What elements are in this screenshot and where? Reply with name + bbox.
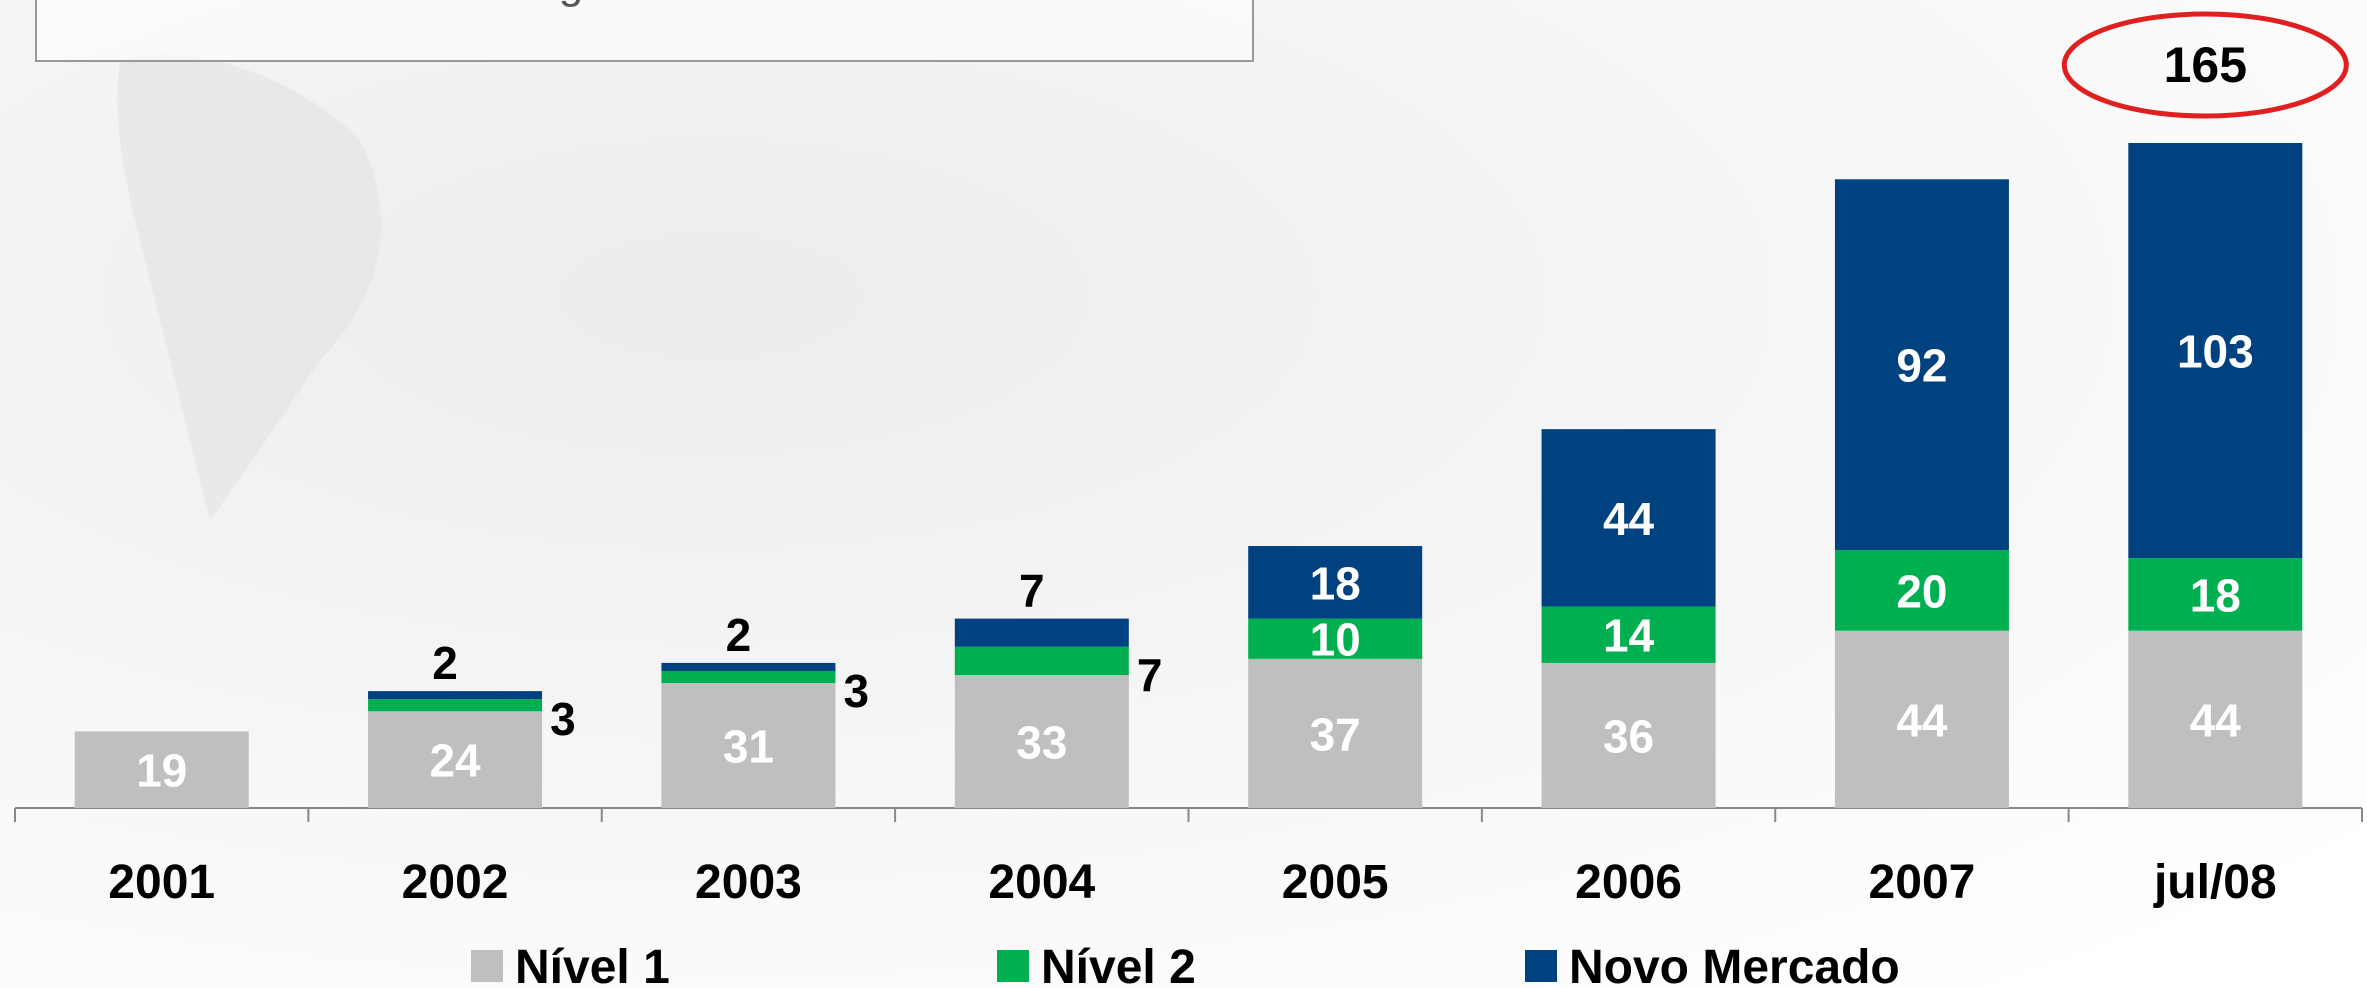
map-shape: [117, 54, 381, 520]
x-tick-label: 2001: [108, 856, 215, 909]
bar-segment: [954, 675, 1129, 808]
legend-label: Nível 2: [1041, 941, 1196, 988]
bar-segment: [1248, 658, 1423, 808]
data-label: 20: [1896, 565, 1947, 617]
data-label: 44: [1603, 493, 1655, 545]
data-label: 24: [429, 735, 481, 787]
note-box: [35, 0, 1254, 62]
bar-segment: [74, 731, 249, 808]
data-label: 18: [1310, 557, 1361, 609]
bar-segment: [1541, 662, 1716, 808]
data-label: 33: [1016, 717, 1067, 769]
bar-segment: [1834, 630, 2009, 808]
bar-segment: [1248, 618, 1423, 659]
bar-segment: [661, 683, 836, 808]
bar-segment: [368, 691, 543, 700]
bar-segment: [2128, 143, 2303, 559]
x-tick-label: 2006: [1575, 856, 1682, 909]
annotation-ellipse: [2061, 11, 2349, 119]
bar-segment: [1248, 546, 1423, 619]
data-label: 14: [1603, 610, 1655, 662]
annotation: 165: [2164, 37, 2247, 93]
bar-segment: [2128, 558, 2303, 631]
legend-label: Novo Mercado: [1569, 941, 1900, 988]
bar-segment: [368, 699, 543, 712]
legend-swatch: [1525, 950, 1557, 982]
data-label: 3: [843, 665, 869, 717]
x-tick-label: jul/08: [2153, 856, 2277, 909]
data-label: 2: [726, 609, 752, 661]
data-label: 44: [2190, 694, 2242, 746]
data-label: 31: [723, 721, 774, 773]
data-label: 2: [432, 637, 458, 689]
legend-swatch: [997, 950, 1029, 982]
data-label: 3: [550, 693, 576, 745]
note-text: 50% del volumen negociado: [160, 0, 713, 8]
bar-segment: [2128, 630, 2303, 808]
x-tick-label: 2003: [695, 856, 802, 909]
bar-segment: [1541, 429, 1716, 607]
bar-segment: [1834, 550, 2009, 631]
bar-segment: [954, 646, 1129, 675]
bar-segment: [1541, 606, 1716, 663]
data-label: 18: [2190, 569, 2241, 621]
data-label: 7: [1137, 649, 1163, 701]
x-tick-label: 2005: [1282, 856, 1389, 909]
x-tick-label: 2007: [1869, 856, 1976, 909]
bar-segment: [368, 711, 543, 808]
bar-segment: [661, 670, 836, 684]
x-tick-label: 2004: [988, 856, 1095, 909]
data-label: 92: [1896, 340, 1947, 392]
data-label: 44: [1896, 694, 1948, 746]
x-tick-label: 2002: [402, 856, 509, 909]
data-label: 7: [1019, 565, 1045, 617]
data-label: 19: [136, 745, 187, 797]
bar-segment: [1834, 179, 2009, 551]
data-label: 37: [1310, 708, 1361, 760]
bar-segment: [954, 618, 1129, 647]
bar-segment: [661, 662, 836, 671]
legend-label: Nível 1: [515, 941, 670, 988]
data-label: 10: [1310, 614, 1361, 666]
legend-swatch: [471, 950, 503, 982]
data-label: 36: [1603, 710, 1654, 762]
data-label: 103: [2177, 326, 2254, 378]
